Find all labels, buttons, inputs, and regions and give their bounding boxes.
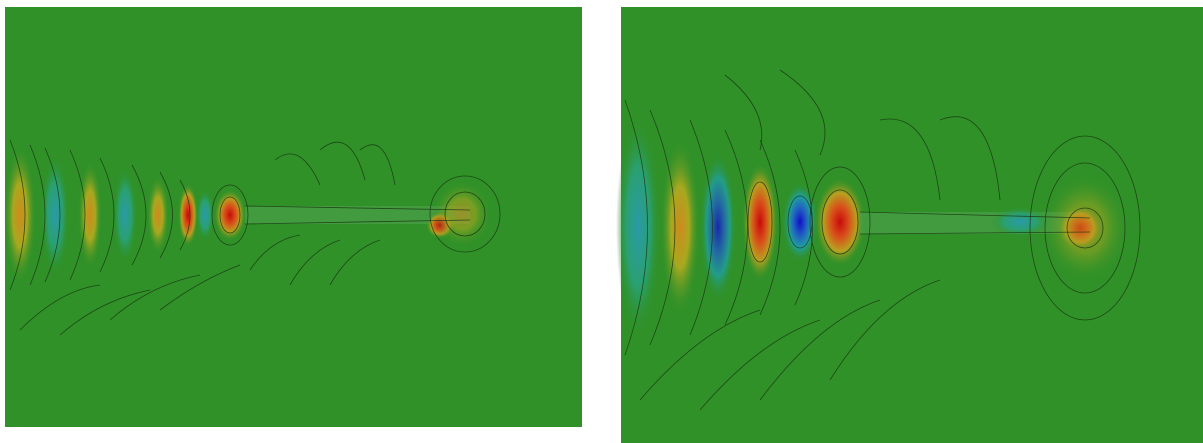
wave-patch	[196, 189, 214, 241]
wave-patch	[113, 167, 137, 263]
wave-patch	[700, 152, 736, 302]
right-panel	[616, 7, 1203, 443]
wave-patch	[432, 180, 492, 248]
wave-patch	[78, 160, 102, 270]
wave-patch	[4, 145, 36, 285]
figure	[0, 0, 1203, 443]
wave-patch	[1040, 173, 1130, 283]
wave-patch	[147, 175, 169, 255]
wave-patch	[178, 183, 198, 247]
page: (() => { const data = JSON.parse(documen…	[0, 0, 1203, 443]
left-panel	[4, 7, 582, 427]
wave-patch	[616, 117, 660, 337]
wave-patch	[660, 137, 700, 317]
